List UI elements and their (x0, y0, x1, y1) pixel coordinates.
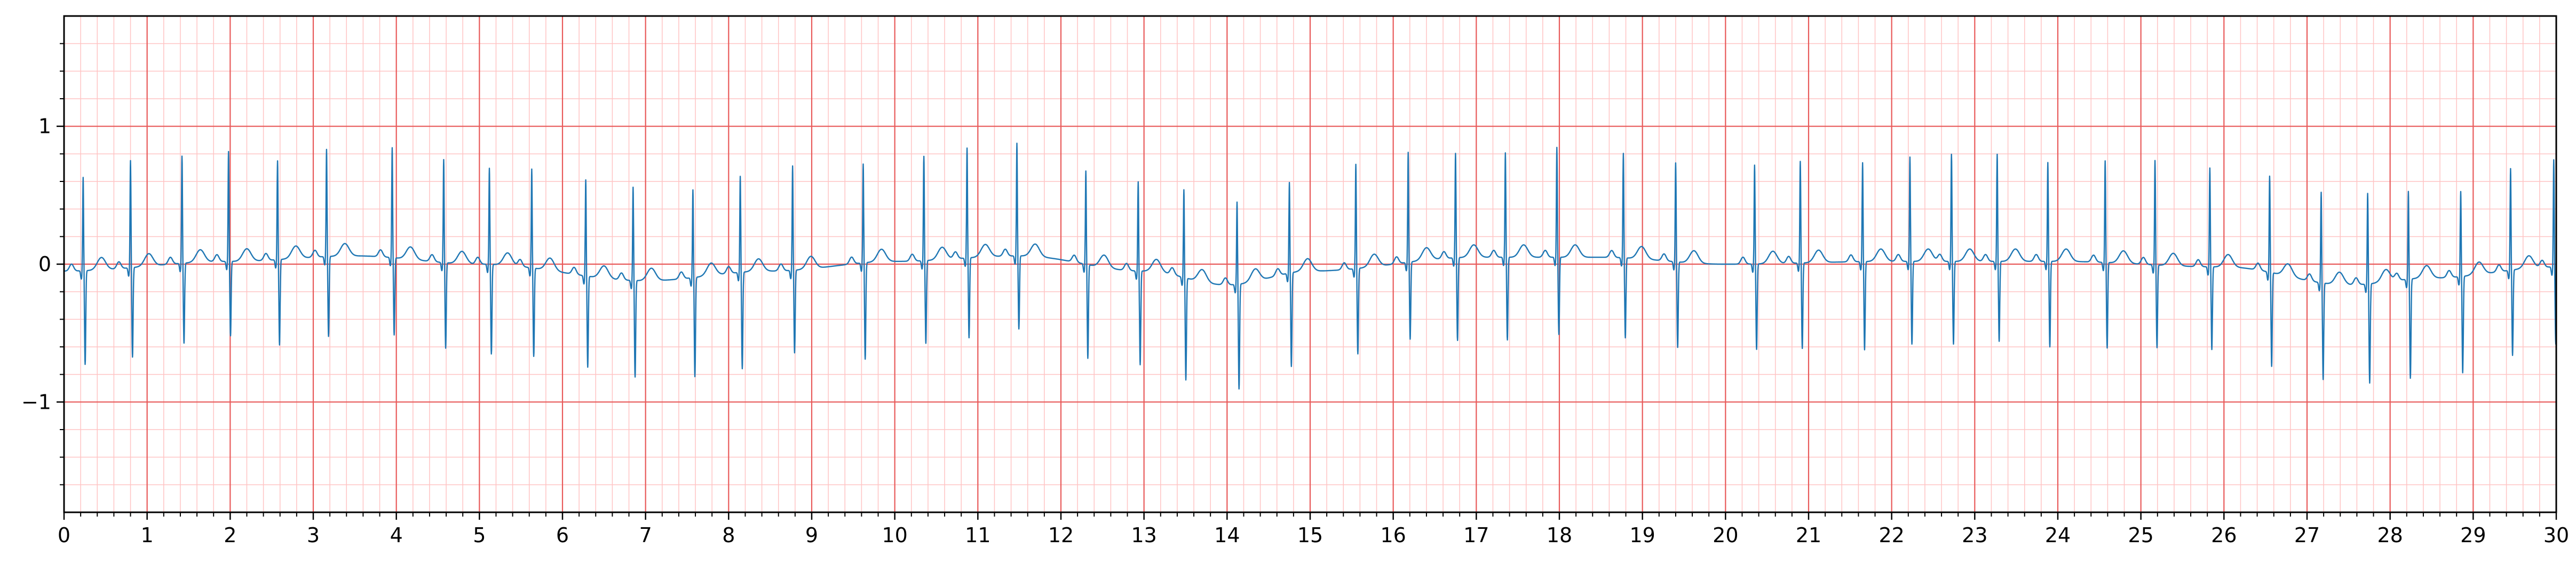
x-tick-label: 15 (1297, 524, 1323, 547)
x-axis-ticks: 0 1 2 3 4 5 6 7 8 9 10 11 12 13 14 15 16 17 18 19 20 21 22 23 24… (58, 512, 2569, 547)
x-tick-label: 17 (1463, 524, 1489, 547)
x-tick-label: 11 (965, 524, 990, 547)
x-tick-label: 3 (307, 524, 320, 547)
x-tick-label: 2 (224, 524, 236, 547)
x-tick-label: 30 (2543, 524, 2569, 547)
x-tick-label: 20 (1713, 524, 1738, 547)
x-tick-label: 10 (882, 524, 907, 547)
x-tick-label: 7 (639, 524, 652, 547)
ecg-signal-line (64, 142, 2557, 390)
x-tick-label: 12 (1048, 524, 1074, 547)
x-tick-label: 9 (805, 524, 818, 547)
x-tick-label: 28 (2377, 524, 2403, 547)
x-tick-label: 16 (1380, 524, 1406, 547)
x-tick-label: 21 (1796, 524, 1821, 547)
x-tick-label: 6 (556, 524, 569, 547)
x-tick-label: 19 (1629, 524, 1655, 547)
x-tick-label: 27 (2294, 524, 2320, 547)
x-tick-label: 8 (722, 524, 735, 547)
x-tick-label: 0 (58, 524, 70, 547)
x-tick-label: 22 (1879, 524, 1904, 547)
x-tick-label: 24 (2045, 524, 2071, 547)
x-tick-label: 1 (141, 524, 154, 547)
major-grid (63, 16, 2557, 512)
x-tick-label: 4 (390, 524, 403, 547)
x-tick-label: 5 (473, 524, 486, 547)
y-tick-label: 1 (38, 115, 51, 138)
x-tick-label: 29 (2460, 524, 2486, 547)
y-tick-label: −1 (21, 390, 51, 414)
x-tick-label: 18 (1547, 524, 1572, 547)
x-tick-label: 23 (1962, 524, 1987, 547)
x-tick-label: 25 (2128, 524, 2153, 547)
x-tick-label: 13 (1131, 524, 1156, 547)
x-tick-label: 26 (2211, 524, 2237, 547)
x-tick-label: 14 (1214, 524, 1240, 547)
y-tick-label: 0 (38, 252, 51, 276)
y-axis-ticks: 1 0 −1 (21, 43, 64, 486)
